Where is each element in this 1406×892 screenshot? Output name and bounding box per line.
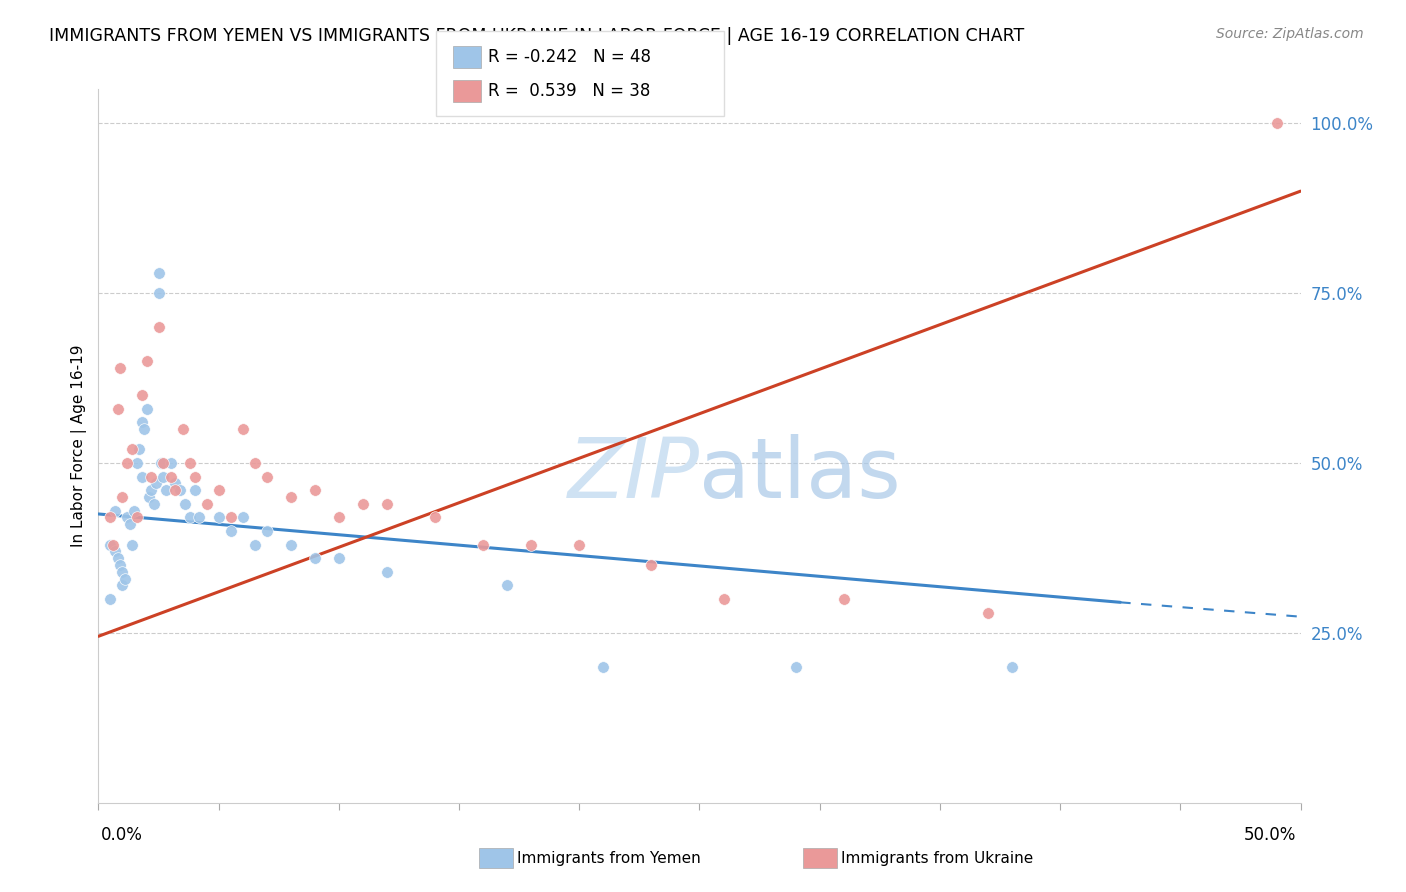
Point	[183, 483, 205, 498]
Point	[121, 442, 143, 457]
Point	[472, 537, 495, 551]
Point	[142, 497, 165, 511]
Point	[183, 469, 205, 483]
Point	[131, 469, 153, 483]
Point	[592, 660, 614, 674]
Point	[352, 497, 374, 511]
Point	[117, 456, 139, 470]
Point	[135, 354, 157, 368]
Point	[977, 606, 1000, 620]
Point	[149, 456, 172, 470]
Text: atlas: atlas	[700, 434, 901, 515]
Point	[232, 422, 254, 436]
Point	[107, 401, 129, 416]
Point	[155, 483, 177, 498]
Text: 50.0%: 50.0%	[1244, 826, 1296, 844]
Point	[375, 565, 398, 579]
Text: Source: ZipAtlas.com: Source: ZipAtlas.com	[1216, 27, 1364, 41]
Point	[159, 456, 181, 470]
Point	[179, 456, 201, 470]
Point	[520, 537, 543, 551]
Point	[219, 510, 242, 524]
Text: Immigrants from Ukraine: Immigrants from Ukraine	[841, 851, 1033, 865]
Point	[100, 510, 122, 524]
Point	[100, 591, 122, 606]
Y-axis label: In Labor Force | Age 16-19: In Labor Force | Age 16-19	[72, 344, 87, 548]
Point	[100, 537, 122, 551]
Point	[104, 503, 127, 517]
Point	[256, 524, 278, 538]
Point	[107, 551, 129, 566]
Point	[101, 537, 124, 551]
Point	[148, 286, 170, 301]
Point	[785, 660, 807, 674]
Text: IMMIGRANTS FROM YEMEN VS IMMIGRANTS FROM UKRAINE IN LABOR FORCE | AGE 16-19 CORR: IMMIGRANTS FROM YEMEN VS IMMIGRANTS FROM…	[49, 27, 1025, 45]
Point	[131, 415, 153, 429]
Point	[111, 565, 134, 579]
Text: R = -0.242   N = 48: R = -0.242 N = 48	[488, 48, 651, 66]
Point	[328, 510, 350, 524]
Text: ZIP: ZIP	[568, 434, 700, 515]
Point	[568, 537, 591, 551]
Point	[132, 422, 155, 436]
Point	[114, 572, 136, 586]
Point	[195, 497, 218, 511]
Point	[141, 483, 163, 498]
Point	[1001, 660, 1024, 674]
Point	[208, 483, 231, 498]
Point	[159, 469, 181, 483]
Point	[138, 490, 160, 504]
Point	[423, 510, 446, 524]
Point	[118, 517, 141, 532]
Point	[141, 469, 163, 483]
Point	[640, 558, 662, 572]
Point	[280, 537, 302, 551]
Point	[188, 510, 211, 524]
Text: R =  0.539   N = 38: R = 0.539 N = 38	[488, 82, 650, 100]
Point	[108, 558, 131, 572]
Point	[165, 476, 187, 491]
Point	[179, 510, 201, 524]
Point	[256, 469, 278, 483]
Point	[328, 551, 350, 566]
Point	[125, 510, 148, 524]
Point	[148, 320, 170, 334]
Point	[169, 483, 191, 498]
Point	[208, 510, 231, 524]
Text: 0.0%: 0.0%	[101, 826, 143, 844]
Point	[128, 442, 150, 457]
Point	[243, 456, 266, 470]
Point	[243, 537, 266, 551]
Point	[117, 510, 139, 524]
Point	[832, 591, 855, 606]
Point	[174, 497, 197, 511]
Point	[125, 456, 148, 470]
Point	[304, 551, 326, 566]
Text: Immigrants from Yemen: Immigrants from Yemen	[517, 851, 702, 865]
Point	[1265, 116, 1288, 130]
Point	[152, 456, 174, 470]
Point	[304, 483, 326, 498]
Point	[280, 490, 302, 504]
Point	[104, 544, 127, 558]
Point	[108, 360, 131, 375]
Point	[219, 524, 242, 538]
Point	[111, 578, 134, 592]
Point	[124, 503, 146, 517]
Point	[148, 266, 170, 280]
Point	[496, 578, 519, 592]
Point	[111, 490, 134, 504]
Point	[145, 476, 167, 491]
Point	[232, 510, 254, 524]
Point	[713, 591, 735, 606]
Point	[152, 469, 174, 483]
Point	[135, 401, 157, 416]
Point	[121, 537, 143, 551]
Point	[131, 388, 153, 402]
Point	[172, 422, 194, 436]
Point	[375, 497, 398, 511]
Point	[165, 483, 187, 498]
